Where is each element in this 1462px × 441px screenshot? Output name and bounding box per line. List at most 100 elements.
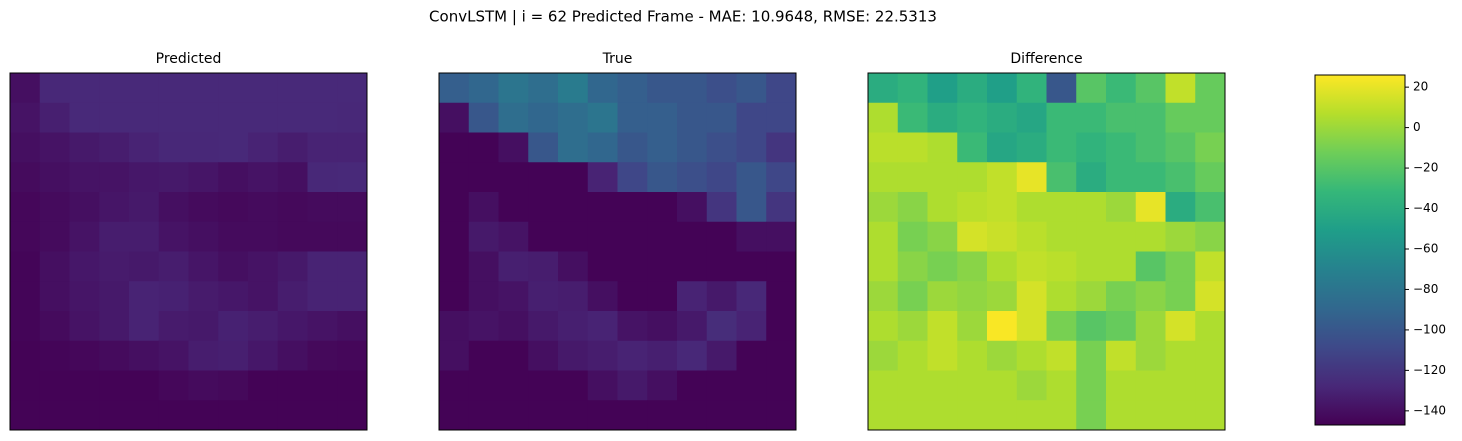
heatmap-cell — [1016, 370, 1047, 401]
heatmap-cell — [218, 192, 249, 223]
heatmap-cell — [897, 311, 928, 342]
heatmap-cell — [1106, 311, 1137, 342]
heatmap-cell — [307, 400, 338, 431]
heatmap-cell — [307, 102, 338, 133]
heatmap-cell — [957, 192, 988, 223]
heatmap-cell — [129, 221, 160, 252]
heatmap-cell — [897, 221, 928, 252]
heatmap-cell — [706, 221, 737, 252]
heatmap-cell — [677, 400, 708, 431]
heatmap-cell — [307, 132, 338, 163]
heatmap-cell — [706, 311, 737, 342]
heatmap-cell — [1195, 73, 1226, 104]
heatmap-cell — [158, 251, 189, 282]
colorbar-tick-label: −80 — [1413, 282, 1438, 296]
heatmap-cell — [766, 73, 797, 104]
heatmap-cell — [188, 370, 219, 401]
heatmap-cell — [439, 281, 470, 312]
heatmap-cell — [706, 192, 737, 223]
heatmap-cell — [69, 162, 100, 193]
heatmap-cell — [307, 281, 338, 312]
heatmap-cell — [1046, 281, 1077, 312]
heatmap-cell — [617, 132, 648, 163]
heatmap-cell — [528, 311, 559, 342]
heatmap-cell — [766, 311, 797, 342]
heatmap-cell — [1046, 370, 1077, 401]
heatmap-cell — [957, 311, 988, 342]
heatmap-cell — [1135, 251, 1166, 282]
heatmap-cell — [987, 370, 1018, 401]
heatmap-cell — [1165, 311, 1196, 342]
heatmap-cell — [706, 162, 737, 193]
heatmap-cell — [1046, 73, 1077, 104]
heatmap-cell — [439, 340, 470, 371]
heatmap-cell — [927, 102, 958, 133]
heatmap-cell — [927, 221, 958, 252]
heatmap-cell — [39, 102, 70, 133]
panel-title: True — [602, 51, 633, 67]
heatmap-cell — [248, 400, 279, 431]
heatmap-cell — [1135, 102, 1166, 133]
heatmap-cell — [766, 102, 797, 133]
heatmap-cell — [188, 192, 219, 223]
heatmap-cell — [39, 311, 70, 342]
heatmap-cell — [897, 162, 928, 193]
heatmap-cell — [677, 162, 708, 193]
heatmap-cell — [439, 102, 470, 133]
heatmap-cell — [1106, 370, 1137, 401]
heatmap-cell — [706, 73, 737, 104]
heatmap-cell — [188, 132, 219, 163]
heatmap-cell — [218, 132, 249, 163]
heatmap-cell — [647, 162, 678, 193]
heatmap-cell — [1165, 221, 1196, 252]
heatmap-cell — [10, 370, 41, 401]
heatmap-cell — [927, 311, 958, 342]
heatmap-cell — [987, 73, 1018, 104]
colorbar — [1314, 74, 1406, 426]
heatmap-cell — [10, 221, 41, 252]
heatmap-cell — [736, 102, 767, 133]
heatmap-cell — [1106, 340, 1137, 371]
heatmap-cell — [188, 221, 219, 252]
heatmap-cell — [868, 102, 899, 133]
heatmap-cell — [868, 281, 899, 312]
heatmap-cell — [1195, 192, 1226, 223]
heatmap-cell — [277, 132, 308, 163]
heatmap-cell — [99, 192, 130, 223]
heatmap-cell — [1165, 162, 1196, 193]
heatmap-cell — [248, 221, 279, 252]
heatmap-cell — [1165, 370, 1196, 401]
heatmap-cell — [1016, 251, 1047, 282]
heatmap-cell — [1106, 102, 1137, 133]
heatmap-cell — [927, 340, 958, 371]
heatmap-cell — [1076, 340, 1107, 371]
heatmap-cell — [468, 281, 499, 312]
heatmap-cell — [39, 340, 70, 371]
heatmap-cell — [558, 73, 589, 104]
heatmap-cell — [1046, 340, 1077, 371]
heatmap-cell — [248, 192, 279, 223]
heatmap-cell — [99, 73, 130, 104]
heatmap-cell — [468, 311, 499, 342]
heatmap-cell — [10, 132, 41, 163]
heatmap-cell — [868, 73, 899, 104]
heatmap-cell — [188, 281, 219, 312]
heatmap-cell — [617, 370, 648, 401]
heatmap-cell — [39, 400, 70, 431]
heatmap-cell — [957, 102, 988, 133]
heatmap-cell — [277, 400, 308, 431]
heatmap-cell — [558, 370, 589, 401]
heatmap-cell — [69, 281, 100, 312]
heatmap-cell — [129, 162, 160, 193]
heatmap-cell — [158, 132, 189, 163]
heatmap-cell — [158, 311, 189, 342]
heatmap-cell — [617, 221, 648, 252]
colorbar-tick-label: −100 — [1413, 322, 1446, 336]
heatmap-cell — [468, 192, 499, 223]
heatmap-cell — [218, 221, 249, 252]
heatmap-cell — [1165, 102, 1196, 133]
heatmap-cell — [617, 340, 648, 371]
heatmap-cell — [987, 162, 1018, 193]
heatmap-cell — [957, 251, 988, 282]
heatmap-cell — [587, 132, 618, 163]
